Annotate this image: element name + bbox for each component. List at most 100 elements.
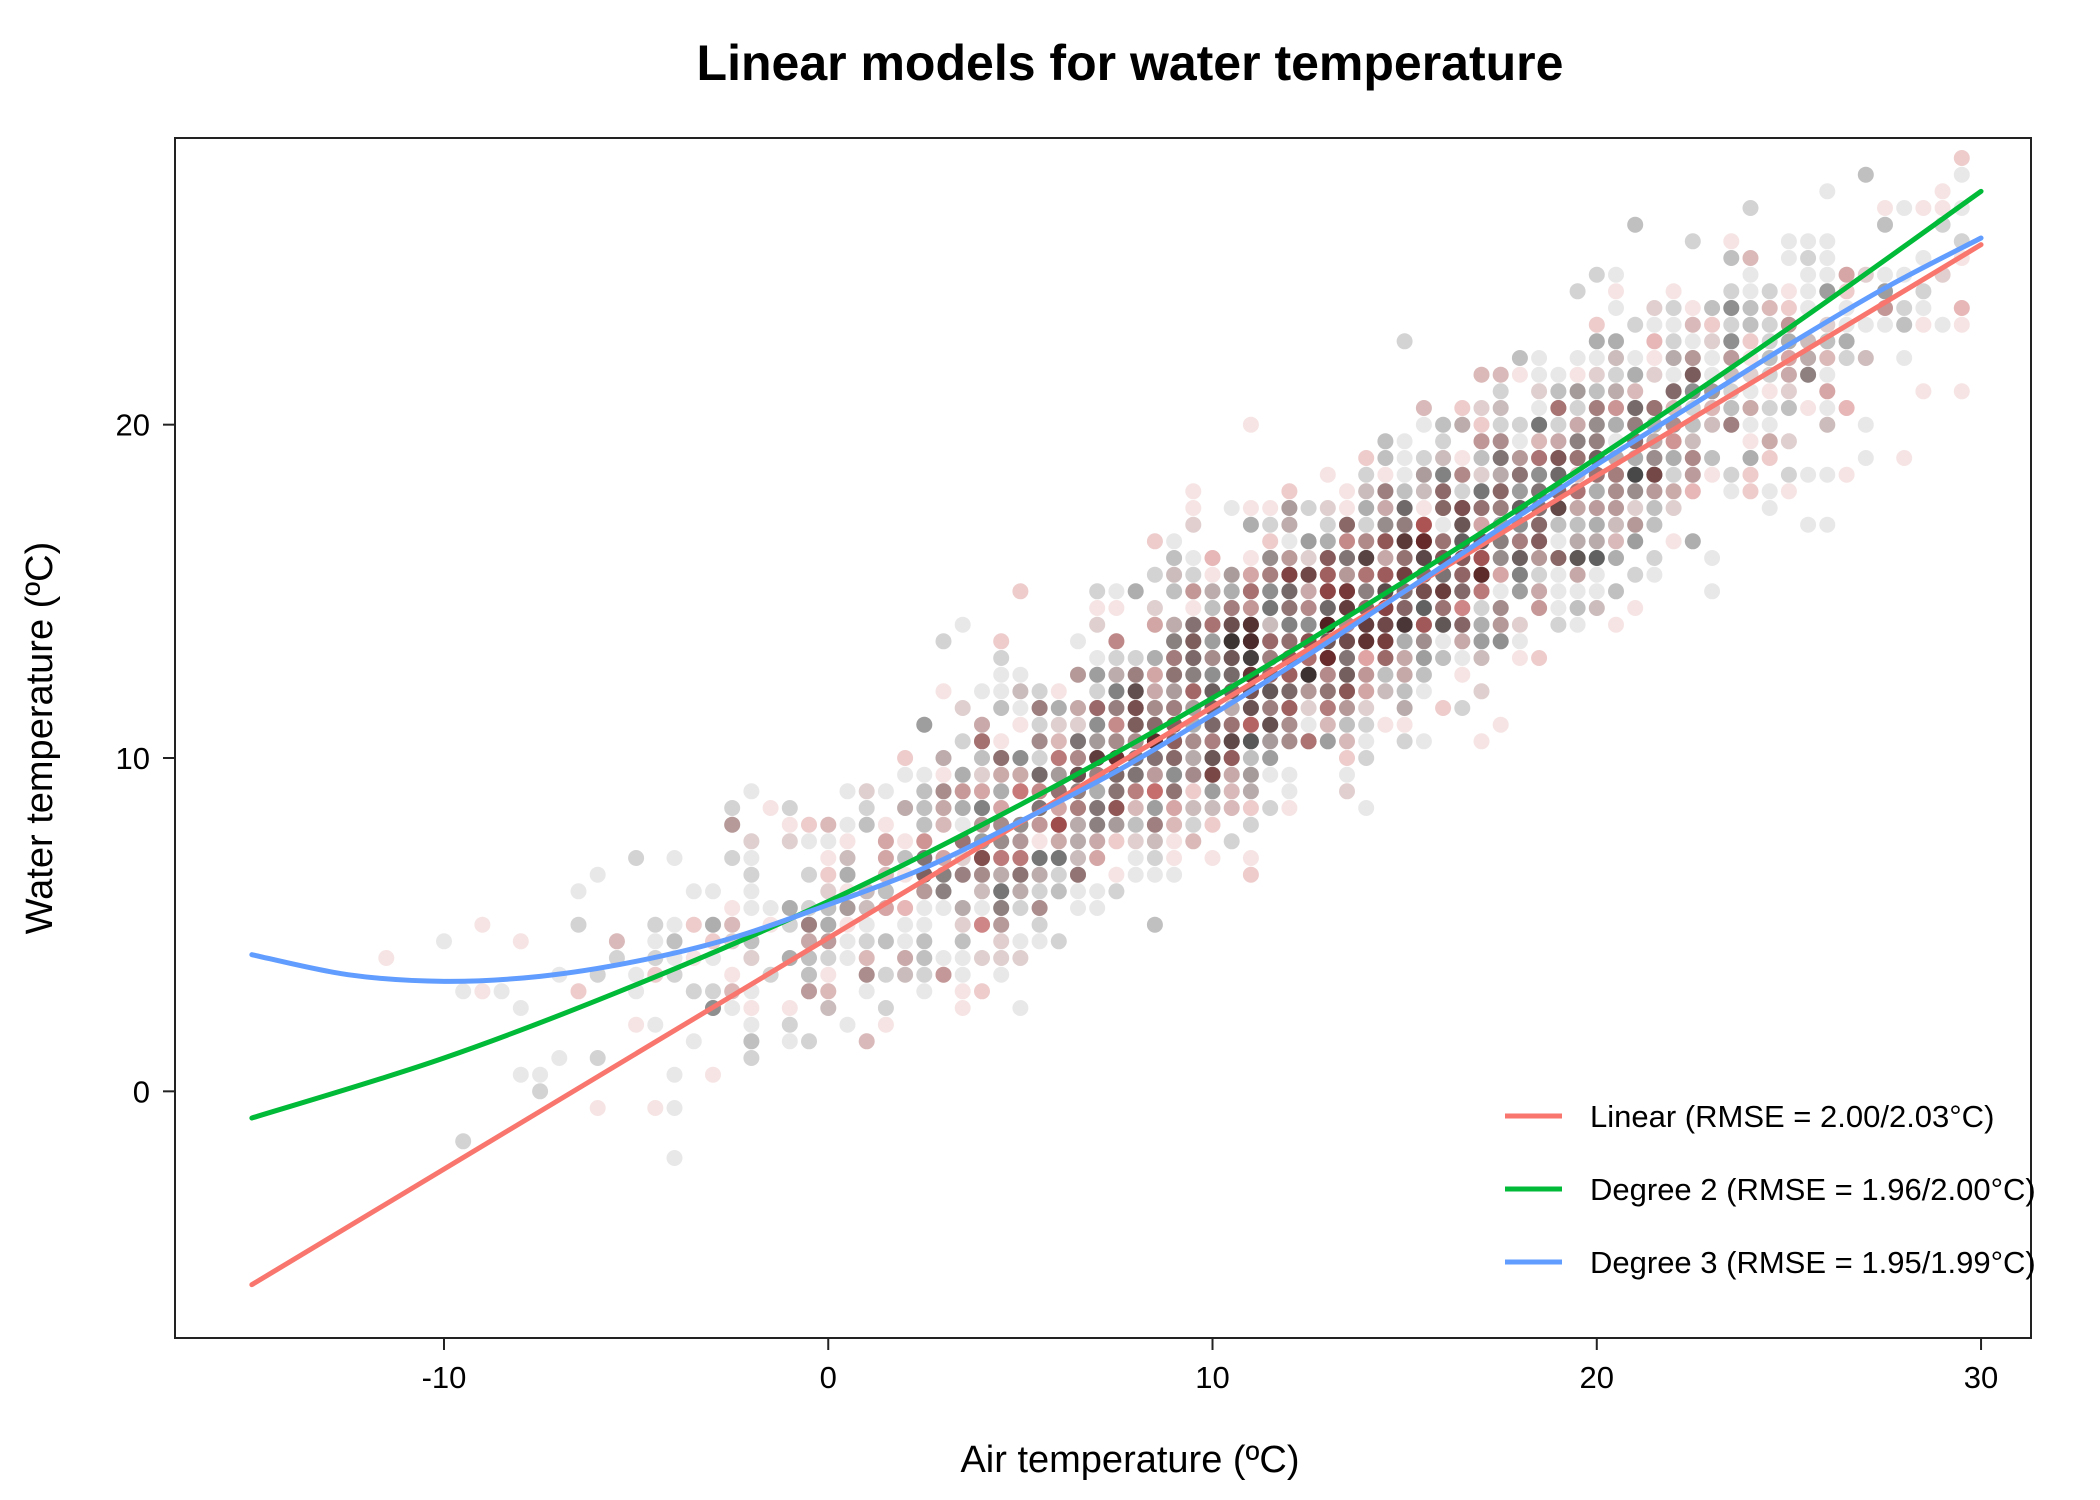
scatter-point [1435, 533, 1452, 550]
scatter-point [1742, 250, 1759, 266]
scatter-point [1070, 866, 1086, 883]
scatter-point [1511, 450, 1528, 466]
scatter-point [1031, 916, 1048, 933]
scatter-point [1415, 533, 1432, 550]
scatter-point [1646, 400, 1663, 416]
scatter-point [1070, 800, 1086, 816]
scatter-point [1454, 466, 1471, 483]
scatter-point [1377, 633, 1394, 650]
x-tick-label: 0 [820, 1360, 837, 1395]
scatter-point [1646, 466, 1663, 483]
scatter-point [1262, 633, 1279, 650]
scatter-point [1031, 866, 1048, 883]
scatter-point [1531, 433, 1548, 450]
scatter-point [1588, 333, 1605, 350]
scatter-point [1185, 650, 1202, 666]
scatter-point [1588, 400, 1605, 416]
scatter-point [1070, 750, 1086, 766]
scatter-point [1377, 650, 1394, 666]
scatter-point [974, 916, 990, 933]
scatter-point [1339, 716, 1355, 733]
scatter-point [916, 833, 933, 850]
scatter-point [1454, 583, 1471, 600]
scatter-point [1223, 800, 1240, 816]
scatter-point [781, 833, 798, 850]
scatter-point [974, 983, 990, 1000]
scatter-point [1473, 500, 1490, 516]
scatter-point [1012, 683, 1029, 700]
scatter-point [935, 750, 952, 766]
scatter-point [1396, 733, 1413, 750]
scatter-point [935, 900, 952, 916]
x-tick-label: -10 [422, 1360, 467, 1395]
scatter-point [1684, 350, 1701, 366]
scatter-point [1204, 750, 1221, 766]
scatter-point [1396, 550, 1413, 566]
scatter-point [1204, 666, 1221, 683]
scatter-point [1800, 366, 1817, 383]
scatter-point [1358, 550, 1375, 566]
scatter-point [1665, 483, 1682, 500]
scatter-point [974, 866, 990, 883]
scatter-point [1108, 783, 1125, 800]
scatter-point [1339, 783, 1355, 800]
scatter-point [1358, 733, 1375, 750]
scatter-point [1262, 700, 1279, 716]
scatter-point [1242, 800, 1259, 816]
scatter-point [1608, 500, 1624, 516]
scatter-point [1319, 550, 1336, 566]
scatter-point [1684, 316, 1701, 333]
scatter-point [1185, 483, 1202, 500]
scatter-point [897, 966, 914, 983]
scatter-point [1012, 883, 1029, 900]
scatter-point [1242, 716, 1259, 733]
scatter-point [858, 950, 875, 966]
scatter-point [1569, 283, 1586, 300]
scatter-point [1665, 500, 1682, 516]
scatter-point [1780, 400, 1797, 416]
scatter-point [1242, 700, 1259, 716]
scatter-point [1319, 650, 1336, 666]
scatter-point [1146, 650, 1163, 666]
scatter-point [781, 900, 798, 916]
scatter-point [1377, 616, 1394, 633]
scatter-point [1492, 366, 1509, 383]
scatter-point [1223, 666, 1240, 683]
scatter-point [1242, 700, 1259, 716]
scatter-point [1608, 400, 1624, 416]
scatter-point [1319, 650, 1336, 666]
scatter-point [1473, 366, 1490, 383]
scatter-point [1166, 650, 1183, 666]
scatter-point [1588, 416, 1605, 433]
scatter-point [1262, 683, 1279, 700]
scatter-point [1300, 566, 1317, 583]
scatter-point [801, 866, 817, 883]
scatter-point [1127, 783, 1144, 800]
scatter-point [1204, 583, 1221, 600]
scatter-point [1185, 683, 1202, 700]
scatter-point [1242, 600, 1259, 616]
scatter-point [974, 783, 990, 800]
scatter-point [954, 766, 971, 783]
scatter-point [1377, 616, 1394, 633]
scatter-point [993, 700, 1010, 716]
scatter-point [916, 800, 933, 816]
scatter-point [1319, 583, 1336, 600]
scatter-point [1242, 633, 1259, 650]
scatter-point [1262, 683, 1279, 700]
scatter-point [1242, 733, 1259, 750]
scatter-point [1896, 316, 1913, 333]
scatter-point [512, 1000, 529, 1016]
scatter-point [801, 916, 817, 933]
scatter-point [1435, 600, 1452, 616]
scatter-point [1435, 500, 1452, 516]
scatter-point [1588, 533, 1605, 550]
scatter-point [1146, 700, 1163, 716]
scatter-point [1454, 416, 1471, 433]
scatter-point [705, 983, 721, 1000]
scatter-point [1531, 516, 1548, 533]
scatter-point [916, 716, 933, 733]
scatter-point [1627, 400, 1644, 416]
scatter-point [1800, 366, 1817, 383]
scatter-point [1262, 600, 1279, 616]
